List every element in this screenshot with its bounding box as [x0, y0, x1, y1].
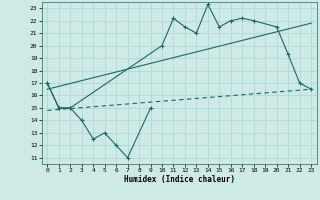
X-axis label: Humidex (Indice chaleur): Humidex (Indice chaleur) — [124, 175, 235, 184]
